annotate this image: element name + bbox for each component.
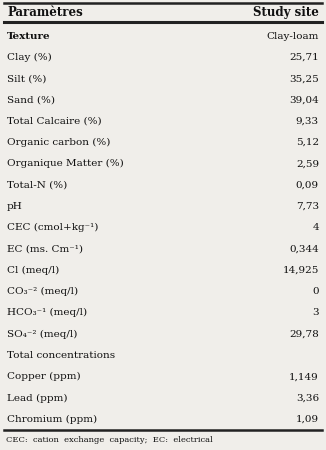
Text: 9,33: 9,33 xyxy=(296,117,319,126)
Text: 39,04: 39,04 xyxy=(289,95,319,104)
Text: HCO₃⁻¹ (meq/l): HCO₃⁻¹ (meq/l) xyxy=(7,308,87,317)
Text: Chromium (ppm): Chromium (ppm) xyxy=(7,415,97,424)
Text: 3,36: 3,36 xyxy=(296,394,319,403)
Text: Copper (ppm): Copper (ppm) xyxy=(7,372,81,381)
Text: CEC:  cation  exchange  capacity;  EC:  electrical: CEC: cation exchange capacity; EC: elect… xyxy=(6,436,213,444)
Text: Total concentrations: Total concentrations xyxy=(7,351,115,360)
Text: Silt (%): Silt (%) xyxy=(7,74,46,83)
Text: Clay (%): Clay (%) xyxy=(7,53,52,62)
Text: 0,09: 0,09 xyxy=(296,180,319,189)
Text: 29,78: 29,78 xyxy=(289,330,319,339)
Text: Clay-loam: Clay-loam xyxy=(267,32,319,40)
Text: 25,71: 25,71 xyxy=(289,53,319,62)
Text: 2,59: 2,59 xyxy=(296,159,319,168)
Text: 35,25: 35,25 xyxy=(289,74,319,83)
Text: SO₄⁻² (meq/l): SO₄⁻² (meq/l) xyxy=(7,330,77,339)
Text: Cl (meq/l): Cl (meq/l) xyxy=(7,266,59,275)
Text: EC (ms. Cm⁻¹): EC (ms. Cm⁻¹) xyxy=(7,244,83,253)
Text: Sand (%): Sand (%) xyxy=(7,95,55,104)
Text: Total-N (%): Total-N (%) xyxy=(7,180,67,189)
Text: 3: 3 xyxy=(312,308,319,317)
Text: Total Calcaire (%): Total Calcaire (%) xyxy=(7,117,102,126)
Text: 1,09: 1,09 xyxy=(296,415,319,424)
Text: Organic carbon (%): Organic carbon (%) xyxy=(7,138,111,147)
Text: CO₃⁻² (meq/l): CO₃⁻² (meq/l) xyxy=(7,287,78,296)
Text: 14,925: 14,925 xyxy=(283,266,319,275)
Text: Texture: Texture xyxy=(7,32,51,40)
Text: Organique Matter (%): Organique Matter (%) xyxy=(7,159,124,168)
Text: Study site: Study site xyxy=(253,6,319,19)
Text: 0: 0 xyxy=(312,287,319,296)
Text: 0,344: 0,344 xyxy=(289,244,319,253)
Text: 5,12: 5,12 xyxy=(296,138,319,147)
Text: 4: 4 xyxy=(312,223,319,232)
Text: Paramètres: Paramètres xyxy=(7,6,83,19)
Text: Lead (ppm): Lead (ppm) xyxy=(7,393,67,403)
Text: 1,149: 1,149 xyxy=(289,372,319,381)
Text: 7,73: 7,73 xyxy=(296,202,319,211)
Text: CEC (cmol+kg⁻¹): CEC (cmol+kg⁻¹) xyxy=(7,223,98,232)
Text: pH: pH xyxy=(7,202,23,211)
